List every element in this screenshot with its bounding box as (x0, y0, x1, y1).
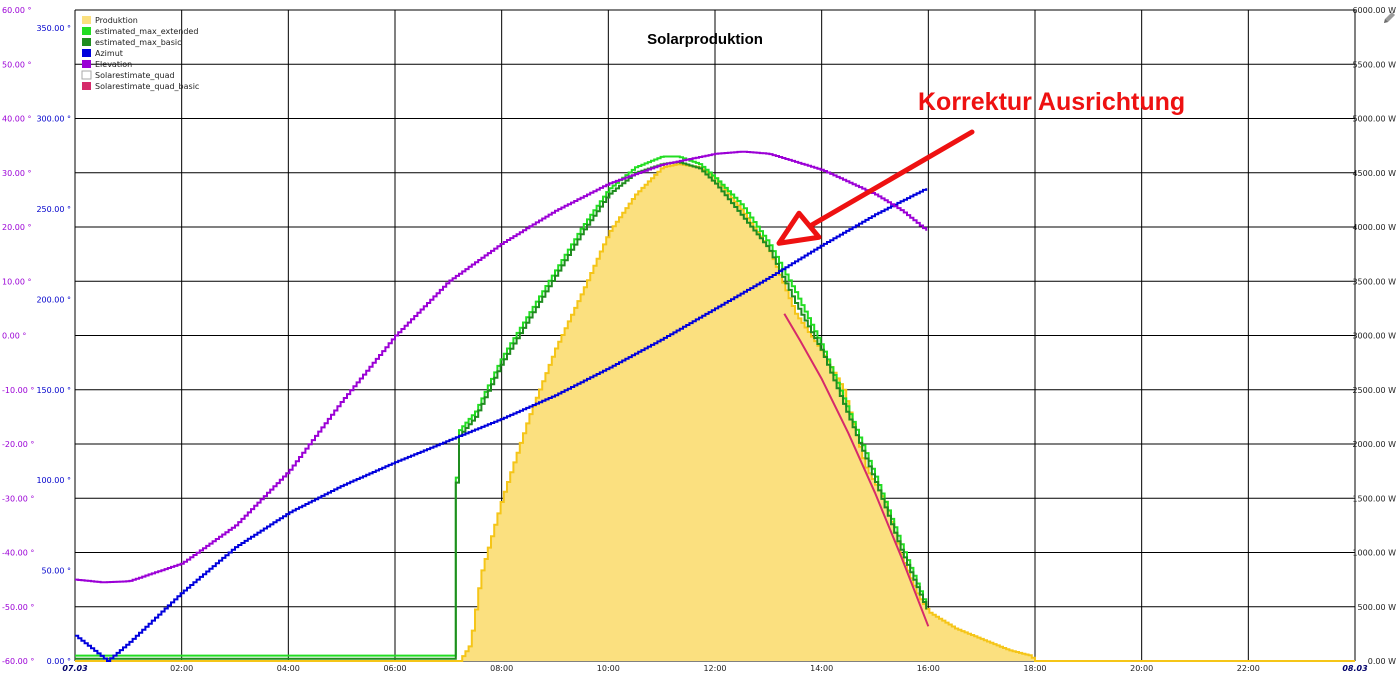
x-tick-label: 07.03 (62, 664, 88, 673)
x-tick-label: 08:00 (490, 664, 513, 673)
y-right-tick-label: 4000.00 W (1352, 223, 1396, 232)
annotation-layer: Korrektur Ausrichtung (776, 88, 1185, 246)
y-left-outer-tick-label: -50.00 ° (2, 603, 34, 612)
y-left-inner-tick-label: 300.00 ° (36, 115, 71, 124)
y-left-outer-tick-label: 10.00 ° (2, 277, 31, 286)
x-tick-label: 04:00 (277, 664, 300, 673)
annotation-text: Korrektur Ausrichtung (918, 88, 1185, 116)
y-left-inner-tick-label: 350.00 ° (36, 24, 71, 33)
y-left-inner-tick-label: 50.00 ° (42, 567, 71, 576)
y-left-outer-tick-label: -60.00 ° (2, 657, 34, 666)
x-tick-label: 22:00 (1237, 664, 1260, 673)
y-right-tick-label: 2500.00 W (1352, 386, 1396, 395)
edit-pencil-icon[interactable] (1381, 8, 1397, 26)
y-right-tick-label: 500.00 W (1358, 603, 1397, 612)
series-line-solarestimate-quad-basic (783, 313, 930, 627)
series-line-elevation (75, 150, 928, 584)
legend-label[interactable]: Solarestimate_quad_basic (95, 82, 199, 91)
x-tick-label: 12:00 (703, 664, 726, 673)
series-produktion (75, 163, 1355, 662)
series-elevation (75, 150, 928, 584)
y-left-outer-tick-label: -30.00 ° (2, 494, 34, 503)
y-left-outer-tick-label: 0.00 ° (2, 332, 26, 341)
y-right-tick-label: 4500.00 W (1352, 169, 1396, 178)
chart-title: Solarproduktion (647, 31, 763, 48)
y-right-tick-label: 5500.00 W (1352, 60, 1396, 69)
legend-swatch[interactable] (82, 38, 91, 46)
x-tick-label: 08.03 (1342, 664, 1368, 673)
legend-label[interactable]: Elevation (95, 60, 132, 69)
y-left-inner-tick-label: 200.00 ° (36, 295, 71, 304)
x-tick-label: 16:00 (917, 664, 940, 673)
legend-swatch[interactable] (81, 70, 92, 80)
y-left-inner-tick-label: 100.00 ° (36, 476, 71, 485)
series-area-produktion (75, 164, 1355, 662)
y-left-outer-tick-label: 30.00 ° (2, 169, 31, 178)
series-line-azimut (75, 188, 928, 662)
legend-label[interactable]: estimated_max_extended (95, 27, 198, 36)
legend-swatch[interactable] (82, 60, 91, 68)
x-tick-label: 20:00 (1130, 664, 1153, 673)
y-right-tick-label: 3000.00 W (1352, 332, 1396, 341)
series-layer (75, 150, 1355, 662)
y-left-outer-tick-label: 40.00 ° (2, 115, 31, 124)
y-left-outer-tick-label: 50.00 ° (2, 60, 31, 69)
legend-swatch[interactable] (82, 27, 91, 35)
y-left-outer-tick-label: -10.00 ° (2, 386, 34, 395)
legend[interactable]: Produktion estimated_max_extended estimate… (81, 16, 199, 91)
x-tick-label: 14:00 (810, 664, 833, 673)
annotation-arrow-shaft (798, 129, 975, 234)
y-right-tick-label: 6000.00 W (1352, 6, 1396, 15)
legend-label[interactable]: Solarestimate_quad (95, 71, 175, 80)
legend-label[interactable]: Azimut (95, 49, 123, 58)
annotation-arrow-head (776, 210, 822, 246)
series-estimated-max-basic (75, 161, 928, 660)
y-left-inner-tick-label: 0.00 ° (47, 657, 71, 666)
legend-label[interactable]: Produktion (95, 16, 138, 25)
x-tick-label: 10:00 (597, 664, 620, 673)
y-left-outer-tick-label: 20.00 ° (2, 223, 31, 232)
series-azimut (75, 188, 928, 662)
axis-layer: 07.03 02:00 04:00 06:00 08:00 10:00 12:00 14:00… (2, 6, 1396, 673)
legend-label[interactable]: estimated_max_basic (95, 38, 181, 47)
y-left-outer-tick-label: -20.00 ° (2, 440, 34, 449)
x-tick-label: 18:00 (1023, 664, 1046, 673)
y-left-inner-tick-label: 150.00 ° (36, 386, 71, 395)
y-right-tick-label: 1500.00 W (1352, 494, 1396, 503)
y-left-outer-tick-label: 60.00 ° (2, 6, 31, 15)
y-right-tick-label: 1000.00 W (1352, 549, 1396, 558)
y-right-tick-label: 2000.00 W (1352, 440, 1396, 449)
y-right-tick-label: 0.00 W (1368, 657, 1396, 666)
y-left-inner-tick-label: 250.00 ° (36, 205, 71, 214)
series-solarestimate-quad-basic (783, 313, 930, 627)
legend-swatch[interactable] (82, 82, 91, 90)
x-tick-label: 06:00 (383, 664, 406, 673)
x-tick-label: 02:00 (170, 664, 193, 673)
legend-swatch[interactable] (82, 16, 91, 24)
series-line-produktion (75, 163, 1355, 662)
legend-swatch[interactable] (82, 49, 91, 57)
y-right-tick-label: 5000.00 W (1352, 115, 1396, 124)
y-left-outer-tick-label: -40.00 ° (2, 549, 34, 558)
y-right-tick-label: 3500.00 W (1352, 277, 1396, 286)
series-line-estimated-max-basic (75, 161, 928, 660)
